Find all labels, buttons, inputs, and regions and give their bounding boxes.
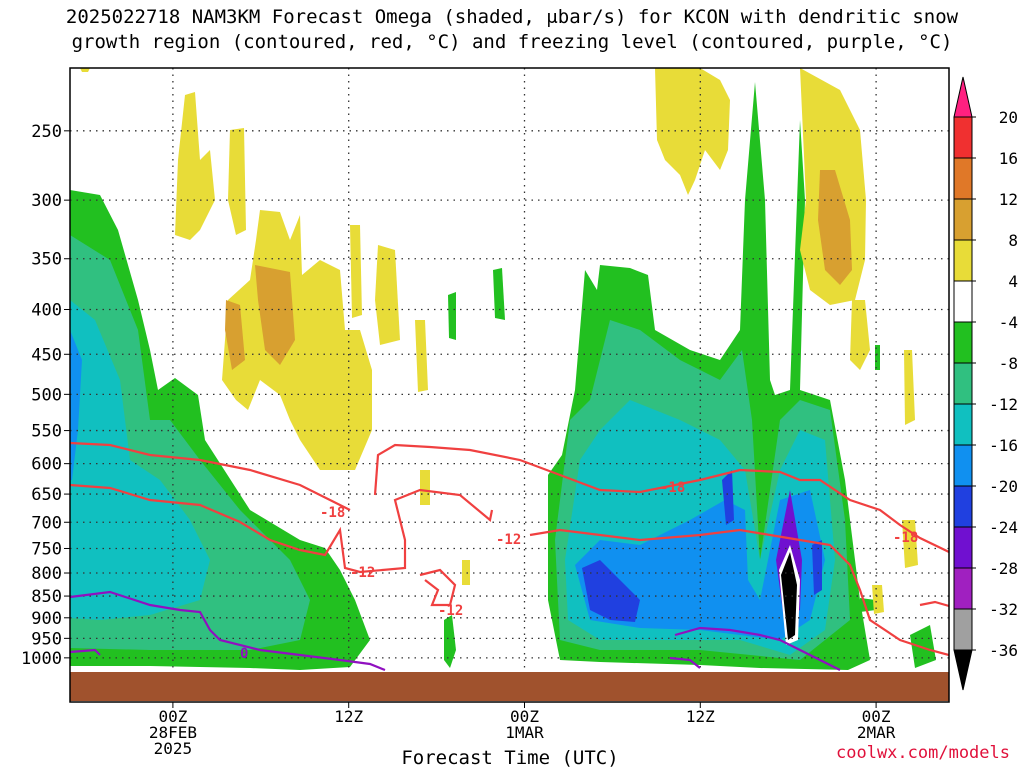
dgz-contour-label: -18: [660, 480, 685, 496]
colorbar-label: -12: [989, 395, 1018, 414]
x-tick-label: 00Z: [510, 707, 539, 726]
colorbar-segment: [953, 608, 973, 651]
y-tick-label: 950: [31, 629, 62, 649]
colorbar-label: 12: [999, 190, 1018, 209]
colorbar-label: -32: [989, 600, 1018, 619]
y-tick-label: 850: [31, 587, 62, 607]
contour-lines: [70, 441, 949, 672]
colorbar-label: -28: [989, 559, 1018, 578]
colorbar-label: -16: [989, 436, 1018, 455]
colorbar-segment: [953, 198, 973, 241]
y-tick-label: 300: [31, 191, 62, 211]
x-tick-label: 28FEB: [149, 723, 197, 742]
colorbar-label: -24: [989, 518, 1018, 537]
y-tick-label: 350: [31, 250, 62, 270]
colorbar-bottom-arrow: [953, 649, 973, 691]
y-tick-label: 900: [31, 609, 62, 629]
freezing-contour-label: 0: [240, 646, 248, 662]
x-axis-label: Forecast Time (UTC): [401, 747, 618, 768]
chart-title-line-1: 2025022718 NAM3KM Forecast Omega (shaded…: [65, 6, 959, 28]
ground-band: [70, 672, 949, 701]
dgz-contour-label: -12: [496, 532, 521, 548]
colorbar-segment: [953, 157, 973, 200]
x-tick-label: 00Z: [158, 707, 187, 726]
y-tick-label: 400: [31, 301, 62, 321]
y-tick-label: 450: [31, 345, 62, 365]
y-tick-label: 550: [31, 422, 62, 442]
colorbar-segment: [953, 526, 973, 569]
y-tick-label: 600: [31, 455, 62, 475]
plot-frame: [69, 67, 950, 703]
colorbar-label: 20: [999, 108, 1018, 127]
x-tick-label: 2025: [154, 739, 193, 758]
colorbar-segment: [953, 567, 973, 610]
colorbar-label: -20: [989, 477, 1018, 496]
credit-text: coolwx.com/models: [836, 743, 1010, 763]
colorbar-segment: [953, 321, 973, 364]
x-tick-label: 2MAR: [857, 723, 896, 742]
colorbar-label: 4: [1008, 272, 1018, 291]
colorbar-label: -8: [999, 354, 1018, 373]
colorbar-label: 8: [1008, 231, 1018, 250]
colorbar-segment: [953, 280, 973, 323]
colorbar-segment: [953, 485, 973, 528]
colorbar-label: -4: [999, 313, 1018, 332]
y-tick-label: 1000: [21, 649, 62, 669]
colorbar-segment: [953, 444, 973, 487]
colorbar-label: -36: [989, 641, 1018, 660]
colorbar-segment: [953, 403, 973, 446]
colorbar-segment: [953, 362, 973, 405]
dgz-contour-label: -12: [350, 565, 375, 581]
dgz-contour-label: -18: [893, 530, 918, 546]
y-tick-label: 750: [31, 539, 62, 559]
x-tick-label: 00Z: [862, 707, 891, 726]
omega-shading: [70, 68, 936, 670]
chart-title-line-2: growth region (contoured, red, °C) and f…: [71, 31, 953, 53]
y-tick-label: 650: [31, 485, 62, 505]
x-tick-label: 12Z: [686, 707, 715, 726]
dgz-contour-label: -12: [438, 603, 463, 619]
y-tick-label: 250: [31, 122, 62, 142]
y-tick-label: 500: [31, 385, 62, 405]
colorbar-segment: [953, 239, 973, 282]
x-tick-label: 12Z: [334, 707, 363, 726]
dgz-contour-label: -18: [320, 505, 345, 521]
y-tick-label: 700: [31, 513, 62, 533]
y-tick-label: 800: [31, 564, 62, 584]
y-axis: 2503003504004505005506006507007508008509…: [21, 122, 70, 669]
colorbar: 20 16 12 8 4 -4 -8 -12 -16 -20 -24 -28 -32 -36: [953, 76, 1018, 691]
x-tick-label: 1MAR: [505, 723, 544, 742]
colorbar-label: 16: [999, 149, 1018, 168]
colorbar-segment: [953, 116, 973, 159]
colorbar-top-arrow: [953, 76, 973, 118]
